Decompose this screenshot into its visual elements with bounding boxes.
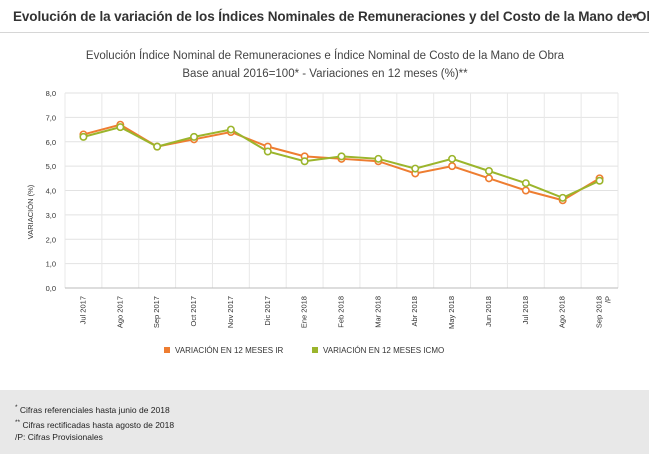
data-point-series-1[interactable] — [153, 142, 162, 151]
chart-subtitle: Base anual 2016=100* - Variaciones en 12… — [182, 68, 468, 80]
y-tick-label: 8,0 — [46, 89, 56, 98]
data-point-series-1[interactable] — [226, 125, 235, 134]
x-tick-label: Ago 2017 — [115, 296, 124, 328]
footnote: /P: Cifras Provisionales — [15, 431, 174, 444]
y-tick-label: 5,0 — [46, 162, 56, 171]
y-tick-label: 2,0 — [46, 235, 56, 244]
line-chart: Evolución Índice Nominal de Remuneracion… — [26, 49, 619, 355]
data-point-series-1[interactable] — [337, 152, 346, 161]
data-point-series-1[interactable] — [521, 179, 530, 188]
legend-item-1[interactable]: VARIACIÓN EN 12 MESES ICMO — [312, 346, 444, 355]
y-tick-label: 0,0 — [46, 284, 56, 293]
footnote-mark: * — [15, 404, 18, 411]
data-point-series-1[interactable] — [411, 164, 420, 173]
footnote-text: Cifras rectificadas hasta agosto de 2018 — [22, 419, 175, 430]
section-title: Evolución de la variación de los Índices… — [13, 9, 649, 24]
x-tick-label: May 2018 — [447, 296, 456, 329]
y-axis-label: VARIACIÓN (%) — [26, 184, 35, 239]
data-point-series-0[interactable] — [521, 186, 530, 195]
legend-swatch — [164, 347, 170, 353]
data-point-series-1[interactable] — [448, 154, 457, 163]
x-tick-label: Mar 2018 — [373, 296, 382, 328]
footnote-mark: ** — [15, 418, 21, 426]
section-header[interactable]: Evolución de la variación de los Índices… — [0, 0, 649, 33]
x-tick-label: Sep 2018 — [595, 296, 604, 328]
y-tick-label: 4,0 — [46, 187, 56, 196]
data-point-series-1[interactable] — [374, 154, 383, 163]
data-point-series-1[interactable] — [595, 176, 604, 185]
data-point-series-1[interactable] — [558, 193, 567, 202]
data-point-series-0[interactable] — [448, 162, 457, 171]
x-tick-label: Sep 2017 — [152, 296, 161, 328]
y-tick-label: 1,0 — [46, 260, 56, 269]
data-point-series-1[interactable] — [190, 132, 199, 141]
x-tick-label: Ago 2018 — [558, 296, 567, 328]
footer-notes: * Cifras referenciales hasta junio de 20… — [0, 390, 649, 454]
data-point-series-1[interactable] — [300, 157, 309, 166]
chart-panel: Evolución Índice Nominal de Remuneracion… — [0, 33, 649, 388]
legend-swatch — [312, 347, 318, 353]
x-tick-label: Oct 2017 — [189, 296, 198, 326]
y-tick-label: 7,0 — [46, 113, 56, 122]
legend-label: VARIACIÓN EN 12 MESES ICMO — [323, 346, 444, 355]
footnote: ** Cifras rectificadas hasta agosto de 2… — [15, 417, 174, 432]
y-tick-label: 3,0 — [46, 211, 56, 220]
x-tick-label: Nov 2017 — [226, 296, 235, 328]
x-tick-label: Jul 2017 — [78, 296, 87, 324]
legend-label: VARIACIÓN EN 12 MESES IR — [175, 346, 284, 355]
y-tick-label: 6,0 — [46, 138, 56, 147]
data-point-series-1[interactable] — [116, 123, 125, 132]
legend-item-0[interactable]: VARIACIÓN EN 12 MESES IR — [164, 346, 284, 355]
notes-list: * Cifras referenciales hasta junio de 20… — [15, 402, 174, 444]
dropdown-arrow-icon[interactable]: ▼ — [630, 11, 639, 21]
footnote: * Cifras referenciales hasta junio de 20… — [15, 402, 174, 417]
x-tick-label: Ene 2018 — [300, 296, 309, 328]
data-point-series-1[interactable] — [484, 167, 493, 176]
chart-title: Evolución Índice Nominal de Remuneracion… — [86, 49, 565, 62]
x-tick-label: Abr 2018 — [410, 296, 419, 326]
x-tick-label: Dic 2017 — [263, 296, 272, 326]
footnote-text: /P: Cifras Provisionales — [15, 432, 103, 442]
x-tick-label: Feb 2018 — [336, 296, 345, 328]
data-point-series-0[interactable] — [484, 174, 493, 183]
footnote-text: Cifras referenciales hasta junio de 2018 — [19, 405, 170, 415]
x-tick-label: Jun 2018 — [484, 296, 493, 327]
data-point-series-1[interactable] — [79, 132, 88, 141]
data-point-series-1[interactable] — [263, 147, 272, 156]
x-tick-label: Jul 2018 — [521, 296, 530, 324]
x-tick-label: /P — [604, 296, 613, 303]
